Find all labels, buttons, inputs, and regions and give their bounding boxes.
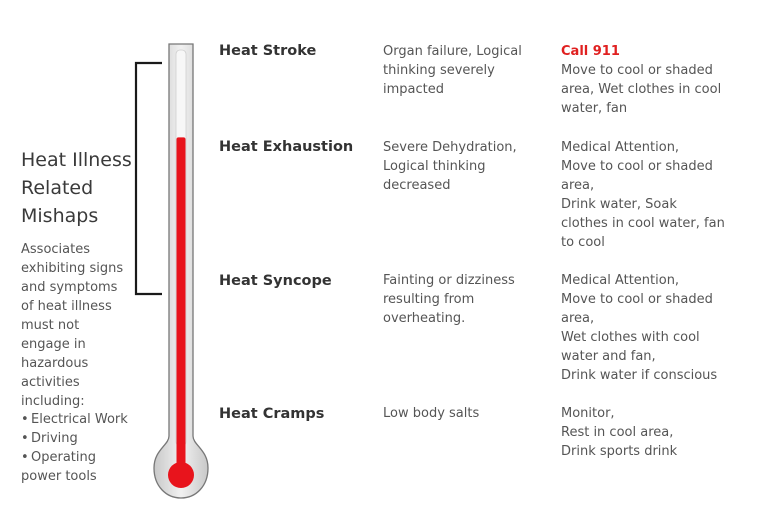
action-line: Move to cool or shaded xyxy=(561,63,713,78)
symptom-line: impacted xyxy=(383,82,444,97)
action-line: Drink water if conscious xyxy=(561,368,718,383)
stage-name: Heat Cramps xyxy=(219,406,325,422)
description-line: exhibiting signs xyxy=(21,261,124,276)
symptom-line: Logical thinking xyxy=(383,159,486,174)
description-line: and symptoms xyxy=(21,280,118,295)
sidebar-title-line: Related xyxy=(21,177,94,199)
symptom-line: decreased xyxy=(383,178,451,193)
symptom-line: Low body salts xyxy=(383,406,480,421)
description-line: Associates xyxy=(21,242,90,257)
symptom-line: Fainting or dizziness xyxy=(383,273,515,288)
thermometer-bulb xyxy=(168,462,194,488)
action-line: water, fan xyxy=(561,101,628,116)
description-line: of heat illness xyxy=(21,299,112,314)
action-line: Monitor, xyxy=(561,406,615,421)
stage-name: Heat Exhaustion xyxy=(219,139,354,155)
action-line: Rest in cool area, xyxy=(561,425,674,440)
symptom-line: thinking severely xyxy=(383,63,495,78)
activity-label-continued: power tools xyxy=(21,469,97,484)
description-line: activities xyxy=(21,375,80,390)
description-line: engage in xyxy=(21,337,86,352)
symptom-line: overheating. xyxy=(383,311,466,326)
activity-item: • Operating xyxy=(21,448,146,467)
action-line: Move to cool or shaded xyxy=(561,159,713,174)
activity-list: • Electrical Work • Driving • Operating … xyxy=(21,410,146,486)
stage-symptoms: Low body salts xyxy=(383,404,479,423)
activity-label: Driving xyxy=(31,431,78,446)
sidebar-title-line: Mishaps xyxy=(21,205,99,227)
description-line: including: xyxy=(21,394,85,409)
thermometer-icon xyxy=(153,43,209,499)
stage-name: Heat Syncope xyxy=(219,273,332,289)
action-line: area, xyxy=(561,311,595,326)
stage-name: Heat Stroke xyxy=(219,43,317,59)
stage-actions: Monitor, Rest in cool area, Drink sports… xyxy=(561,404,677,461)
action-line: area, xyxy=(561,178,595,193)
action-line: Medical Attention, xyxy=(561,273,680,288)
symptom-line: Organ failure, Logical xyxy=(383,44,522,59)
activity-label: Electrical Work xyxy=(31,412,128,427)
stage-symptoms: Organ failure, Logical thinking severely… xyxy=(383,42,522,99)
description-line: hazardous xyxy=(21,356,89,371)
stage-symptoms: Severe Dehydration, Logical thinking dec… xyxy=(383,138,517,195)
thermometer-mercury xyxy=(176,137,186,467)
activity-label: Operating xyxy=(31,450,96,465)
action-line: water and fan, xyxy=(561,349,656,364)
action-line: clothes in cool water, fan xyxy=(561,216,725,231)
call-911-label: Call 911 xyxy=(561,44,620,59)
action-line: Drink sports drink xyxy=(561,444,678,459)
activity-item: • Electrical Work xyxy=(21,410,146,429)
symptom-line: Severe Dehydration, xyxy=(383,140,517,155)
stage-actions: Medical Attention, Move to cool or shade… xyxy=(561,271,717,385)
bullet-icon: • xyxy=(21,412,29,427)
stage-symptoms: Fainting or dizziness resulting from ove… xyxy=(383,271,515,328)
symptom-line: resulting from xyxy=(383,292,475,307)
sidebar-description: Associates exhibiting signs and symptoms… xyxy=(21,240,146,411)
bracket-icon xyxy=(134,61,162,296)
action-line: Wet clothes with cool xyxy=(561,330,700,345)
stage-actions: Call 911 Move to cool or shaded area, We… xyxy=(561,42,721,118)
description-line: must not xyxy=(21,318,80,333)
stage-actions: Medical Attention, Move to cool or shade… xyxy=(561,138,725,252)
sidebar-title: Heat Illness Related Mishaps xyxy=(21,146,151,230)
action-line: Drink water, Soak xyxy=(561,197,677,212)
action-line: Move to cool or shaded xyxy=(561,292,713,307)
action-line: area, Wet clothes in cool xyxy=(561,82,722,97)
sidebar-title-line: Heat Illness xyxy=(21,149,132,171)
bullet-icon: • xyxy=(21,431,29,446)
action-line: to cool xyxy=(561,235,605,250)
activity-item: • Driving xyxy=(21,429,146,448)
action-line: Medical Attention, xyxy=(561,140,680,155)
bullet-icon: • xyxy=(21,450,29,465)
